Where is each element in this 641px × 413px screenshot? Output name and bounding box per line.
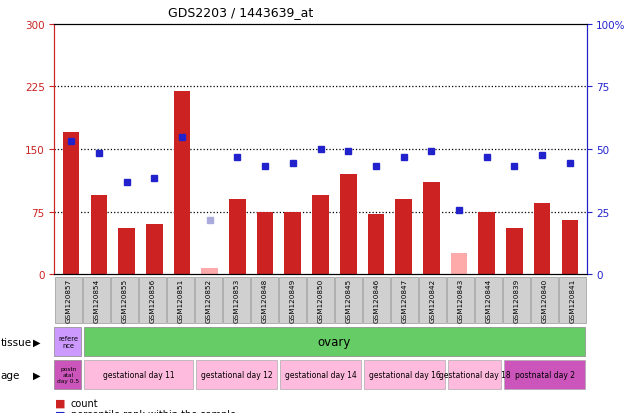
Bar [504,360,585,389]
Text: ■: ■ [54,398,65,408]
Text: GSM120856: GSM120856 [149,278,156,323]
Bar [174,91,190,275]
Bar [251,278,278,323]
Bar [335,278,362,323]
Bar [506,229,523,275]
Bar [559,278,587,323]
Bar [90,195,107,275]
Text: GSM120844: GSM120844 [485,278,492,323]
Text: gestational day 12: gestational day 12 [201,370,272,379]
Text: age: age [1,370,20,380]
Bar [257,212,274,275]
Bar [307,278,334,323]
Text: GSM120845: GSM120845 [345,278,351,323]
Bar [223,278,250,323]
Text: GSM120852: GSM120852 [206,278,212,323]
Bar [391,278,418,323]
Text: gestational day 18: gestational day 18 [438,370,510,379]
Bar [562,221,578,275]
Bar [229,200,246,275]
Bar [312,195,329,275]
Bar [531,278,558,323]
Text: refere
nce: refere nce [58,335,78,348]
Text: gestational day 16: gestational day 16 [369,370,440,379]
Bar [363,360,445,389]
Text: GSM120848: GSM120848 [262,278,267,323]
Bar [451,254,467,275]
Bar [54,360,81,389]
Text: GSM120851: GSM120851 [178,278,183,323]
Text: postn
atal
day 0.5: postn atal day 0.5 [58,366,79,383]
Bar [63,133,79,275]
Bar [83,278,110,323]
Bar [195,278,222,323]
Text: ▶: ▶ [33,370,41,380]
Text: GSM120853: GSM120853 [233,278,240,323]
Text: GSM120839: GSM120839 [513,278,519,323]
Bar [279,360,362,389]
Text: GDS2203 / 1443639_at: GDS2203 / 1443639_at [168,6,313,19]
Bar [395,200,412,275]
Bar [279,278,306,323]
Text: count: count [71,398,98,408]
Bar [423,183,440,275]
Bar [475,278,503,323]
Text: gestational day 11: gestational day 11 [103,370,174,379]
Bar [196,360,278,389]
Bar [54,327,81,356]
Bar [138,278,166,323]
Text: ovary: ovary [318,335,351,348]
Text: GSM120843: GSM120843 [458,278,463,323]
Bar [363,278,390,323]
Text: GSM120841: GSM120841 [569,278,576,323]
Bar [447,360,501,389]
Text: postnatal day 2: postnatal day 2 [515,370,574,379]
Bar [503,278,530,323]
Bar [419,278,446,323]
Text: gestational day 14: gestational day 14 [285,370,356,379]
Bar [447,278,474,323]
Bar [534,204,551,275]
Bar [201,268,218,275]
Bar [340,175,356,275]
Bar [167,278,194,323]
Text: GSM120840: GSM120840 [542,278,547,323]
Text: GSM120842: GSM120842 [429,278,435,323]
Bar [54,278,82,323]
Text: GSM120857: GSM120857 [65,278,72,323]
Bar [118,229,135,275]
Bar [285,212,301,275]
Text: GSM120854: GSM120854 [94,278,99,323]
Text: GSM120847: GSM120847 [401,278,408,323]
Bar [478,212,495,275]
Bar [83,360,194,389]
Text: ■: ■ [54,409,65,413]
Text: GSM120850: GSM120850 [317,278,324,323]
Text: GSM120855: GSM120855 [122,278,128,323]
Text: GSM120849: GSM120849 [290,278,296,323]
Bar [111,278,138,323]
Text: tissue: tissue [1,337,32,347]
Text: percentile rank within the sample: percentile rank within the sample [71,409,235,413]
Text: GSM120846: GSM120846 [374,278,379,323]
Bar [146,225,163,275]
Bar [367,215,384,275]
Text: ▶: ▶ [33,337,41,347]
